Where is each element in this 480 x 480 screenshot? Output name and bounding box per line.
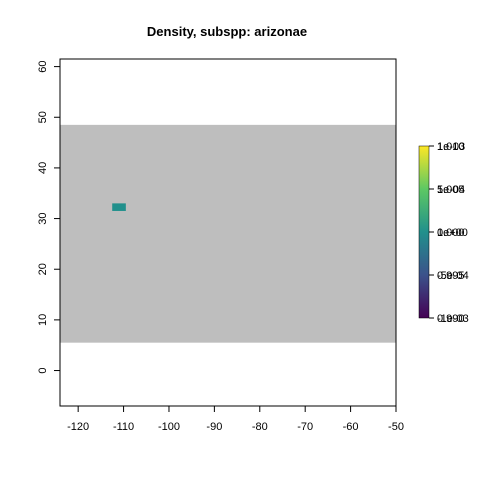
y-tick-label: 50	[37, 111, 49, 123]
raster-na-area	[60, 124, 396, 343]
legend-tick-label: 1e-03	[437, 141, 465, 153]
x-tick-label: -90	[206, 421, 222, 433]
y-tick-label: 20	[37, 263, 49, 275]
legend-tick-label: 5e-04	[437, 184, 465, 196]
y-tick-label: 30	[37, 212, 49, 224]
legend-tick-label: 1.005	[437, 184, 465, 196]
x-tick-label: -110	[113, 421, 134, 433]
y-axis: 0 10 20 30 40 50 60	[37, 60, 61, 374]
legend-tick-label: 0.995	[437, 270, 465, 282]
x-tick-label: -60	[343, 421, 359, 433]
y-tick-label: 60	[37, 60, 49, 72]
y-tick-label: 10	[37, 314, 49, 326]
x-axis: -120 -110 -100 -90 -80 -70 -60 -50	[67, 405, 404, 433]
raster-layer	[60, 124, 396, 343]
legend-colorbar	[418, 145, 430, 319]
y-tick-label: 40	[37, 162, 49, 174]
legend-tick-label: -1e-03	[437, 313, 469, 325]
raster-cell-0	[112, 203, 126, 211]
legend-tick-label: 1.010	[437, 141, 465, 153]
legend-tick-label: 0.990	[437, 313, 465, 325]
x-tick-label: -120	[67, 421, 89, 433]
chart-title: Density, subspp: arizonae	[147, 24, 307, 39]
x-tick-label: -70	[297, 421, 313, 433]
x-tick-label: -80	[252, 421, 268, 433]
legend-tick-label: 0e+00	[437, 227, 468, 239]
y-tick-label: 0	[37, 367, 49, 373]
x-tick-label: -50	[388, 421, 404, 433]
legend-tick-label: 1.000	[437, 227, 465, 239]
x-tick-label: -100	[158, 421, 180, 433]
legend-tick-label: -5e-04	[437, 270, 469, 282]
